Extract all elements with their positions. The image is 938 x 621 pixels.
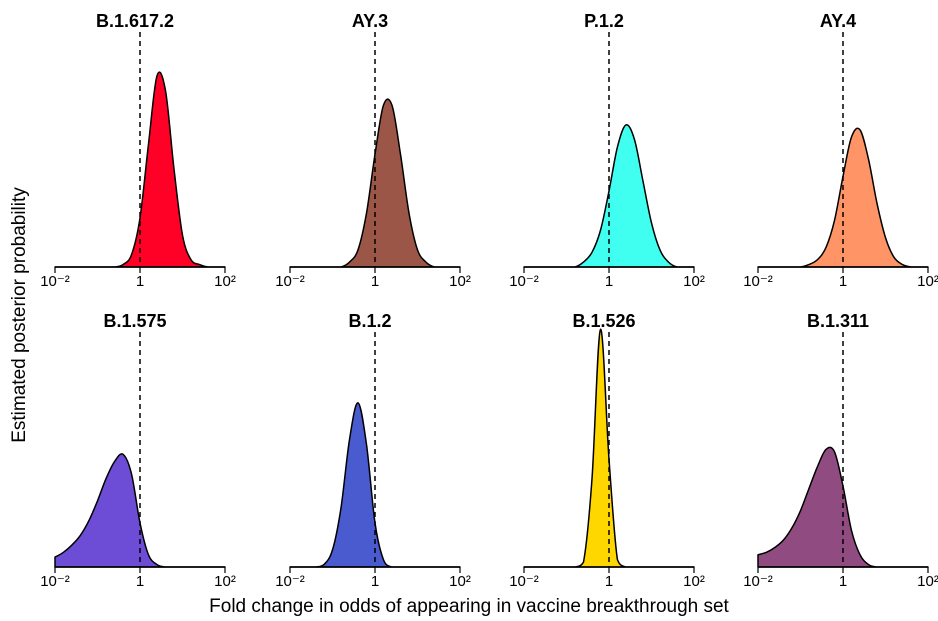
panel-title: B.1.2: [348, 311, 391, 331]
x-tick-label: 10⁻²: [509, 273, 539, 290]
panel-title: B.1.311: [807, 311, 869, 331]
x-tick-label: 10²: [683, 573, 705, 590]
y-axis-label: Estimated posterior probability: [9, 187, 30, 443]
x-tick-label: 10²: [917, 573, 938, 590]
x-tick-label: 10²: [917, 273, 938, 290]
x-tick-label: 1: [605, 573, 613, 590]
panel-title: B.1.575: [103, 311, 166, 331]
panel-title: P.1.2: [584, 11, 624, 31]
x-tick-label: 10⁻²: [275, 273, 305, 290]
x-axis-label: Fold change in odds of appearing in vacc…: [209, 596, 729, 617]
x-tick-label: 10⁻²: [743, 573, 773, 590]
x-tick-label: 10²: [683, 273, 705, 290]
x-tick-label: 10²: [449, 273, 471, 290]
panel-title: B.1.526: [572, 311, 635, 331]
x-tick-label: 10⁻²: [743, 273, 773, 290]
x-tick-label: 1: [136, 273, 144, 290]
x-tick-label: 10²: [214, 573, 236, 590]
x-tick-label: 1: [371, 573, 379, 590]
x-tick-label: 1: [371, 273, 379, 290]
x-tick-label: 1: [839, 273, 847, 290]
x-tick-label: 10⁻²: [509, 573, 539, 590]
x-tick-label: 1: [136, 573, 144, 590]
x-tick-label: 1: [839, 573, 847, 590]
x-tick-label: 10⁻²: [275, 573, 305, 590]
x-tick-label: 10²: [449, 573, 471, 590]
x-tick-label: 10²: [214, 273, 236, 290]
x-tick-label: 1: [605, 273, 613, 290]
x-tick-label: 10⁻²: [40, 273, 70, 290]
x-tick-label: 10⁻²: [40, 573, 70, 590]
panel-title: AY.4: [820, 11, 856, 31]
panel-title: AY.3: [352, 11, 388, 31]
panel-title: B.1.617.2: [96, 11, 174, 31]
